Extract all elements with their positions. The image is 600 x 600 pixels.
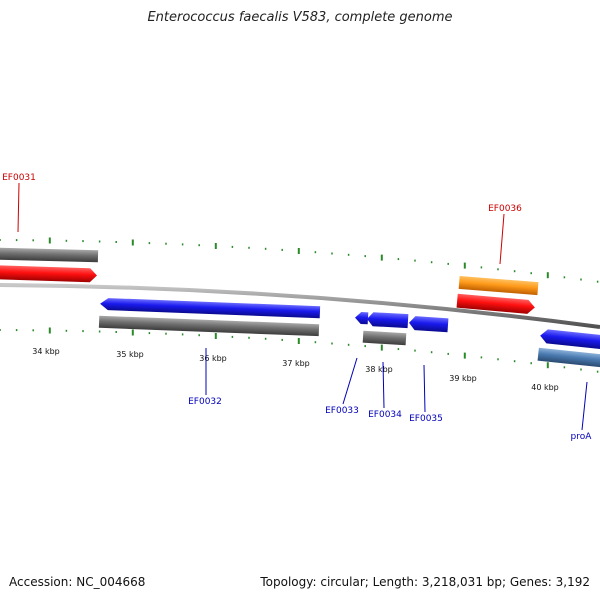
leader-ef0033 xyxy=(342,357,358,405)
leader-ef0035 xyxy=(423,364,426,413)
feature-ef0032-reverse-gray[interactable] xyxy=(98,315,320,337)
leader-proa xyxy=(581,381,588,431)
inner-tick-row xyxy=(0,327,599,373)
feature-ef0034-reverse-gray[interactable] xyxy=(362,330,407,346)
outer-tick-row xyxy=(0,237,599,283)
feature-ef0034-reverse-blue[interactable] xyxy=(367,312,409,329)
leader-ef0034 xyxy=(382,361,385,409)
gene-label-ef0032[interactable]: EF0032 xyxy=(188,397,222,407)
scale-label-40: 40 kbp xyxy=(531,383,559,392)
feature-proa-reverse-steel[interactable] xyxy=(537,347,600,368)
scale-label-39: 39 kbp xyxy=(449,374,477,383)
topology-summary: Topology: circular; Length: 3,218,031 bp… xyxy=(260,575,590,589)
feature-ef0032-reverse-blue[interactable] xyxy=(100,298,321,319)
scale-label-37: 37 kbp xyxy=(282,359,310,368)
scale-label-36: 36 kbp xyxy=(199,354,227,363)
feature-ef0033-reverse-blue[interactable] xyxy=(355,311,369,325)
feature-ef0035-reverse-blue[interactable] xyxy=(409,316,449,333)
scale-label-34: 34 kbp xyxy=(32,347,60,356)
leader-ef0036 xyxy=(499,213,505,265)
scale-label-38: 38 kbp xyxy=(365,365,393,374)
leader-ef0031 xyxy=(17,182,20,233)
feature-ef0031-forward-red[interactable] xyxy=(0,265,97,283)
gene-label-ef0035[interactable]: EF0035 xyxy=(409,414,443,424)
genome-backbone xyxy=(0,283,600,329)
gene-label-ef0036[interactable]: EF0036 xyxy=(488,204,522,214)
gene-label-ef0033[interactable]: EF0033 xyxy=(325,406,359,416)
gene-label-proa[interactable]: proA xyxy=(571,432,593,442)
feature-ef0036-forward-orange[interactable] xyxy=(458,275,539,296)
feature-proa-reverse-blue[interactable] xyxy=(539,329,600,350)
map-title: Enterococcus faecalis V583, complete gen… xyxy=(147,10,453,25)
accession-text: Accession: NC_004668 xyxy=(9,575,146,589)
feature-ef0036-forward-red[interactable] xyxy=(456,293,536,315)
gene-label-ef0034[interactable]: EF0034 xyxy=(368,410,402,420)
gene-label-ef0031[interactable]: EF0031 xyxy=(2,173,36,183)
feature-ef0031-forward-gray[interactable] xyxy=(0,247,99,263)
scale-label-35: 35 kbp xyxy=(116,350,144,359)
